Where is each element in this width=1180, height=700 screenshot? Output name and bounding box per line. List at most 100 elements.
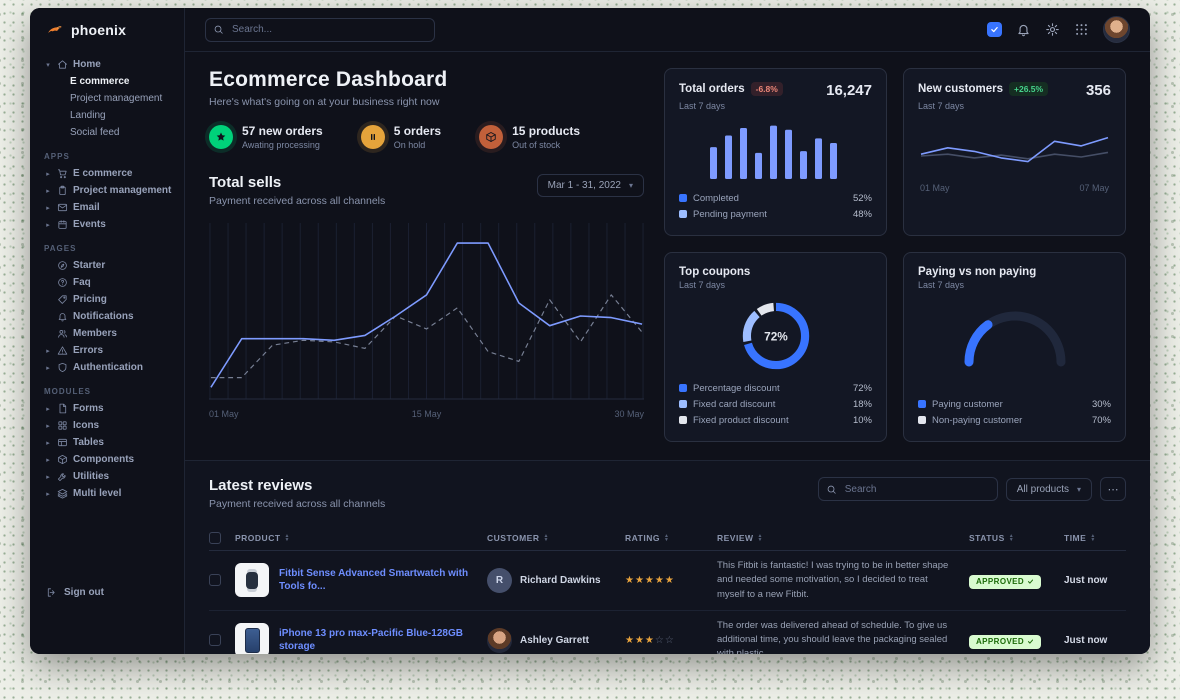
status-badge: APPROVED: [969, 634, 1042, 649]
sidebar-item-label: Members: [73, 328, 117, 339]
sort-icon: ▲ ▼: [284, 533, 290, 543]
search-input[interactable]: [205, 17, 435, 42]
chevron-right-icon: ▸: [46, 422, 50, 430]
card-title: Top coupons: [679, 266, 751, 278]
home-icon: [57, 59, 68, 70]
sidebar-item-e-commerce[interactable]: E commerce: [70, 76, 130, 87]
search-icon: [826, 484, 837, 495]
sidebar-item-home[interactable]: ▾ Home: [42, 56, 174, 73]
sidebar-item-starter[interactable]: Starter: [42, 257, 174, 274]
sidebar-item-authentication[interactable]: ▸ Authentication: [42, 359, 174, 376]
paying-card: Paying vs non paying Last 7 days Paying …: [903, 252, 1126, 442]
signout-label: Sign out: [64, 587, 104, 598]
product-filter-select[interactable]: All products ▾: [1005, 477, 1092, 501]
sort-icon: ▲ ▼: [663, 533, 670, 543]
status-label: APPROVED: [976, 577, 1025, 587]
sidebar-item-label: Project management: [73, 185, 172, 196]
sidebar-item-label: Notifications: [73, 311, 134, 322]
sidebar-item-social-feed[interactable]: Social feed: [70, 127, 120, 138]
sidebar-item-label: Errors: [73, 345, 104, 356]
sidebar-item-faq[interactable]: Faq: [42, 274, 174, 291]
sidebar-item-landing[interactable]: Landing: [70, 110, 106, 121]
column-header-time[interactable]: TIME ▲ ▼: [1064, 533, 1096, 543]
card-title: Paying vs non paying: [918, 266, 1037, 278]
sidebar-item-tables[interactable]: ▸ Tables: [42, 434, 174, 451]
box-icon: [57, 454, 68, 465]
top-coupons-card: Top coupons Last 7 days 72% Percentage d…: [664, 252, 887, 442]
sidebar-item-label: E commerce: [73, 168, 133, 179]
rating-stars: ★★★★★: [625, 574, 675, 586]
total-sells-chart: [209, 223, 644, 400]
sidebar-item-label: Forms: [73, 403, 104, 414]
sidebar-item-errors[interactable]: ▸ Errors: [42, 342, 174, 359]
logo[interactable]: phoenix: [30, 8, 184, 52]
legend-label: Percentage discount: [693, 382, 780, 394]
sidebar-item-utilities[interactable]: ▸ Utilities: [42, 468, 174, 485]
card-legend: Percentage discount 72% Fixed card discoun…: [679, 380, 872, 428]
sidebar-item-components[interactable]: ▸ Components: [42, 451, 174, 468]
reviews-search: [817, 477, 998, 501]
reviews-header: Latest reviews Payment received across a…: [209, 477, 1126, 510]
sidebar-item-project-management[interactable]: ▸ Project management: [42, 182, 174, 199]
sort-icon: ▲ ▼: [757, 533, 763, 543]
product-link[interactable]: iPhone 13 pro max-Pacific Blue-128GB sto…: [279, 628, 463, 653]
theme-toggle[interactable]: [987, 22, 1002, 37]
sidebar-item-icons[interactable]: ▸ Icons: [42, 417, 174, 434]
select-all-checkbox[interactable]: [209, 532, 221, 544]
column-header-review[interactable]: REVIEW ▲ ▼: [717, 533, 763, 543]
product-thumbnail: [235, 623, 269, 654]
sidebar-nav: ▾ Home E commerce Project management Landing…: [30, 52, 184, 573]
stat-on-hold: 5 orders On hold: [360, 124, 441, 150]
column-header-customer[interactable]: CUSTOMER ▲ ▼: [487, 533, 549, 543]
sidebar-item-notifications[interactable]: Notifications: [42, 308, 174, 325]
cart-icon: [57, 168, 68, 179]
new-customers-line-chart: [920, 136, 1109, 163]
chevron-right-icon: ▸: [46, 456, 50, 464]
compass-icon: [57, 260, 68, 271]
sidebar-item-sign-out[interactable]: Sign out: [30, 579, 184, 606]
reviews-search-input[interactable]: [817, 477, 998, 501]
rating-stars: ★★★☆☆: [625, 634, 675, 646]
legend-swatch: [679, 194, 687, 202]
more-button[interactable]: ⋯: [1100, 477, 1126, 501]
apps-grid-icon[interactable]: [1074, 22, 1089, 37]
sidebar-item-project-management[interactable]: Project management: [70, 93, 163, 104]
user-avatar[interactable]: [1103, 16, 1130, 43]
sidebar-item-members[interactable]: Members: [42, 325, 174, 342]
sidebar-item-label: Components: [73, 454, 135, 465]
legend-row: Non-paying customer 70%: [918, 412, 1111, 428]
column-header-status[interactable]: STATUS ▲ ▼: [969, 533, 1015, 543]
chevron-down-icon: ▾: [1076, 484, 1081, 494]
total-sells-subtitle: Payment received across all channels: [209, 195, 386, 207]
sort-icon: ▲ ▼: [1008, 533, 1015, 543]
bell-icon[interactable]: [1016, 22, 1031, 37]
gear-icon[interactable]: [1045, 22, 1060, 37]
sidebar-item-email[interactable]: ▸ Email: [42, 199, 174, 216]
sidebar-item-multi-level[interactable]: ▸ Multi level: [42, 485, 174, 502]
reviews-section: Latest reviews Payment received across a…: [185, 460, 1150, 654]
stat-caption: Out of stock: [512, 140, 561, 150]
main-area: Ecommerce Dashboard Here's what's going …: [185, 8, 1150, 654]
column-header-rating[interactable]: RATING ▲ ▼: [625, 533, 670, 543]
sidebar-item-pricing[interactable]: Pricing: [42, 291, 174, 308]
row-checkbox[interactable]: [209, 574, 221, 587]
product-link[interactable]: Fitbit Sense Advanced Smartwatch with To…: [279, 568, 469, 593]
sidebar-item-e-commerce[interactable]: ▸ E commerce: [42, 165, 174, 182]
column-header-product[interactable]: PRODUCT ▲ ▼: [235, 533, 290, 543]
product-thumbnail: [235, 563, 269, 598]
sidebar: phoenix ▾ Home E commerce Project managemen…: [30, 8, 185, 654]
card-title: Total orders: [679, 83, 745, 95]
sidebar-item-label: Starter: [73, 260, 106, 271]
date-range-select[interactable]: Mar 1 - 31, 2022 ▾: [536, 174, 644, 197]
sidebar-item-label: Pricing: [73, 294, 107, 305]
card-legend: Paying customer 30% Non-paying customer 70%: [918, 396, 1111, 428]
chevron-right-icon: ▸: [46, 405, 50, 413]
date-range-value: Mar 1 - 31, 2022: [547, 180, 621, 191]
row-checkbox[interactable]: [209, 634, 221, 647]
chevron-down-icon: ▾: [46, 61, 50, 69]
legend-label: Non-paying customer: [932, 414, 1023, 426]
sidebar-item-label: Authentication: [73, 362, 143, 373]
sidebar-item-forms[interactable]: ▸ Forms: [42, 400, 174, 417]
users-icon: [57, 328, 68, 339]
sidebar-item-events[interactable]: ▸ Events: [42, 216, 174, 233]
